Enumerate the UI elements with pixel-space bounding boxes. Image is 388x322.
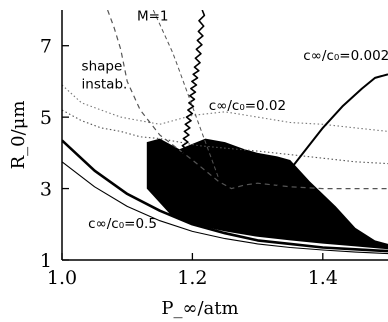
annotation-label: shape	[82, 59, 123, 75]
x-tick-label: 1.2	[177, 267, 207, 289]
y-tick-label: 7	[40, 36, 52, 58]
stability-region	[146, 138, 388, 250]
annotation-label: c∞/c₀=0.02	[209, 98, 286, 114]
series-line-7	[243, 73, 388, 233]
x-tick-label: 1.0	[47, 267, 77, 289]
annotation-label: M=1	[137, 9, 169, 25]
x-tick-label: 1.4	[308, 267, 338, 289]
series-layer	[62, 10, 388, 255]
x-axis-title: P_∞/atm	[161, 298, 238, 319]
y-axis-title: R_0/μm	[8, 101, 29, 170]
annotation-label: c∞/c₀=0.002	[303, 48, 388, 64]
annotations: M=1 shape instab. c∞/c₀=0.002 c∞/c₀=0.02 c∞/c…	[82, 9, 388, 232]
stability-region-layer	[146, 138, 388, 250]
series-line-8	[152, 10, 219, 179]
series-line-4	[62, 84, 388, 132]
ticks: 1.0 1.2 1.4 1 3 5 7	[40, 36, 338, 289]
annotation-label: instab.	[82, 77, 128, 93]
series-line-6	[180, 10, 206, 154]
y-tick-label: 5	[40, 107, 52, 129]
y-tick-label: 1	[40, 250, 52, 272]
y-tick-label: 3	[40, 179, 52, 201]
plot-area	[62, 10, 388, 255]
series-line-5	[107, 10, 388, 190]
axes	[61, 10, 388, 261]
series-line-3	[62, 109, 388, 165]
series-line-2	[62, 161, 388, 255]
series-line-1	[62, 139, 388, 253]
annotation-label: c∞/c₀=0.5	[88, 216, 157, 232]
